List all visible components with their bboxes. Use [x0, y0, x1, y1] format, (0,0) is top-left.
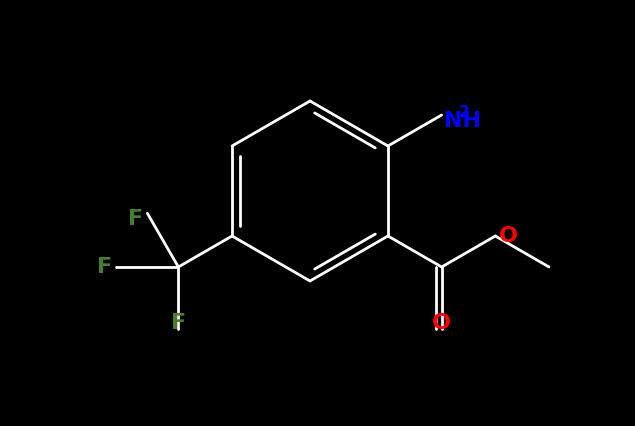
Text: F: F [128, 209, 144, 229]
Text: O: O [432, 313, 451, 333]
Text: O: O [499, 226, 518, 246]
Text: 2: 2 [459, 105, 470, 120]
Text: F: F [171, 313, 186, 333]
Text: F: F [97, 257, 112, 277]
Text: NH: NH [444, 111, 481, 131]
